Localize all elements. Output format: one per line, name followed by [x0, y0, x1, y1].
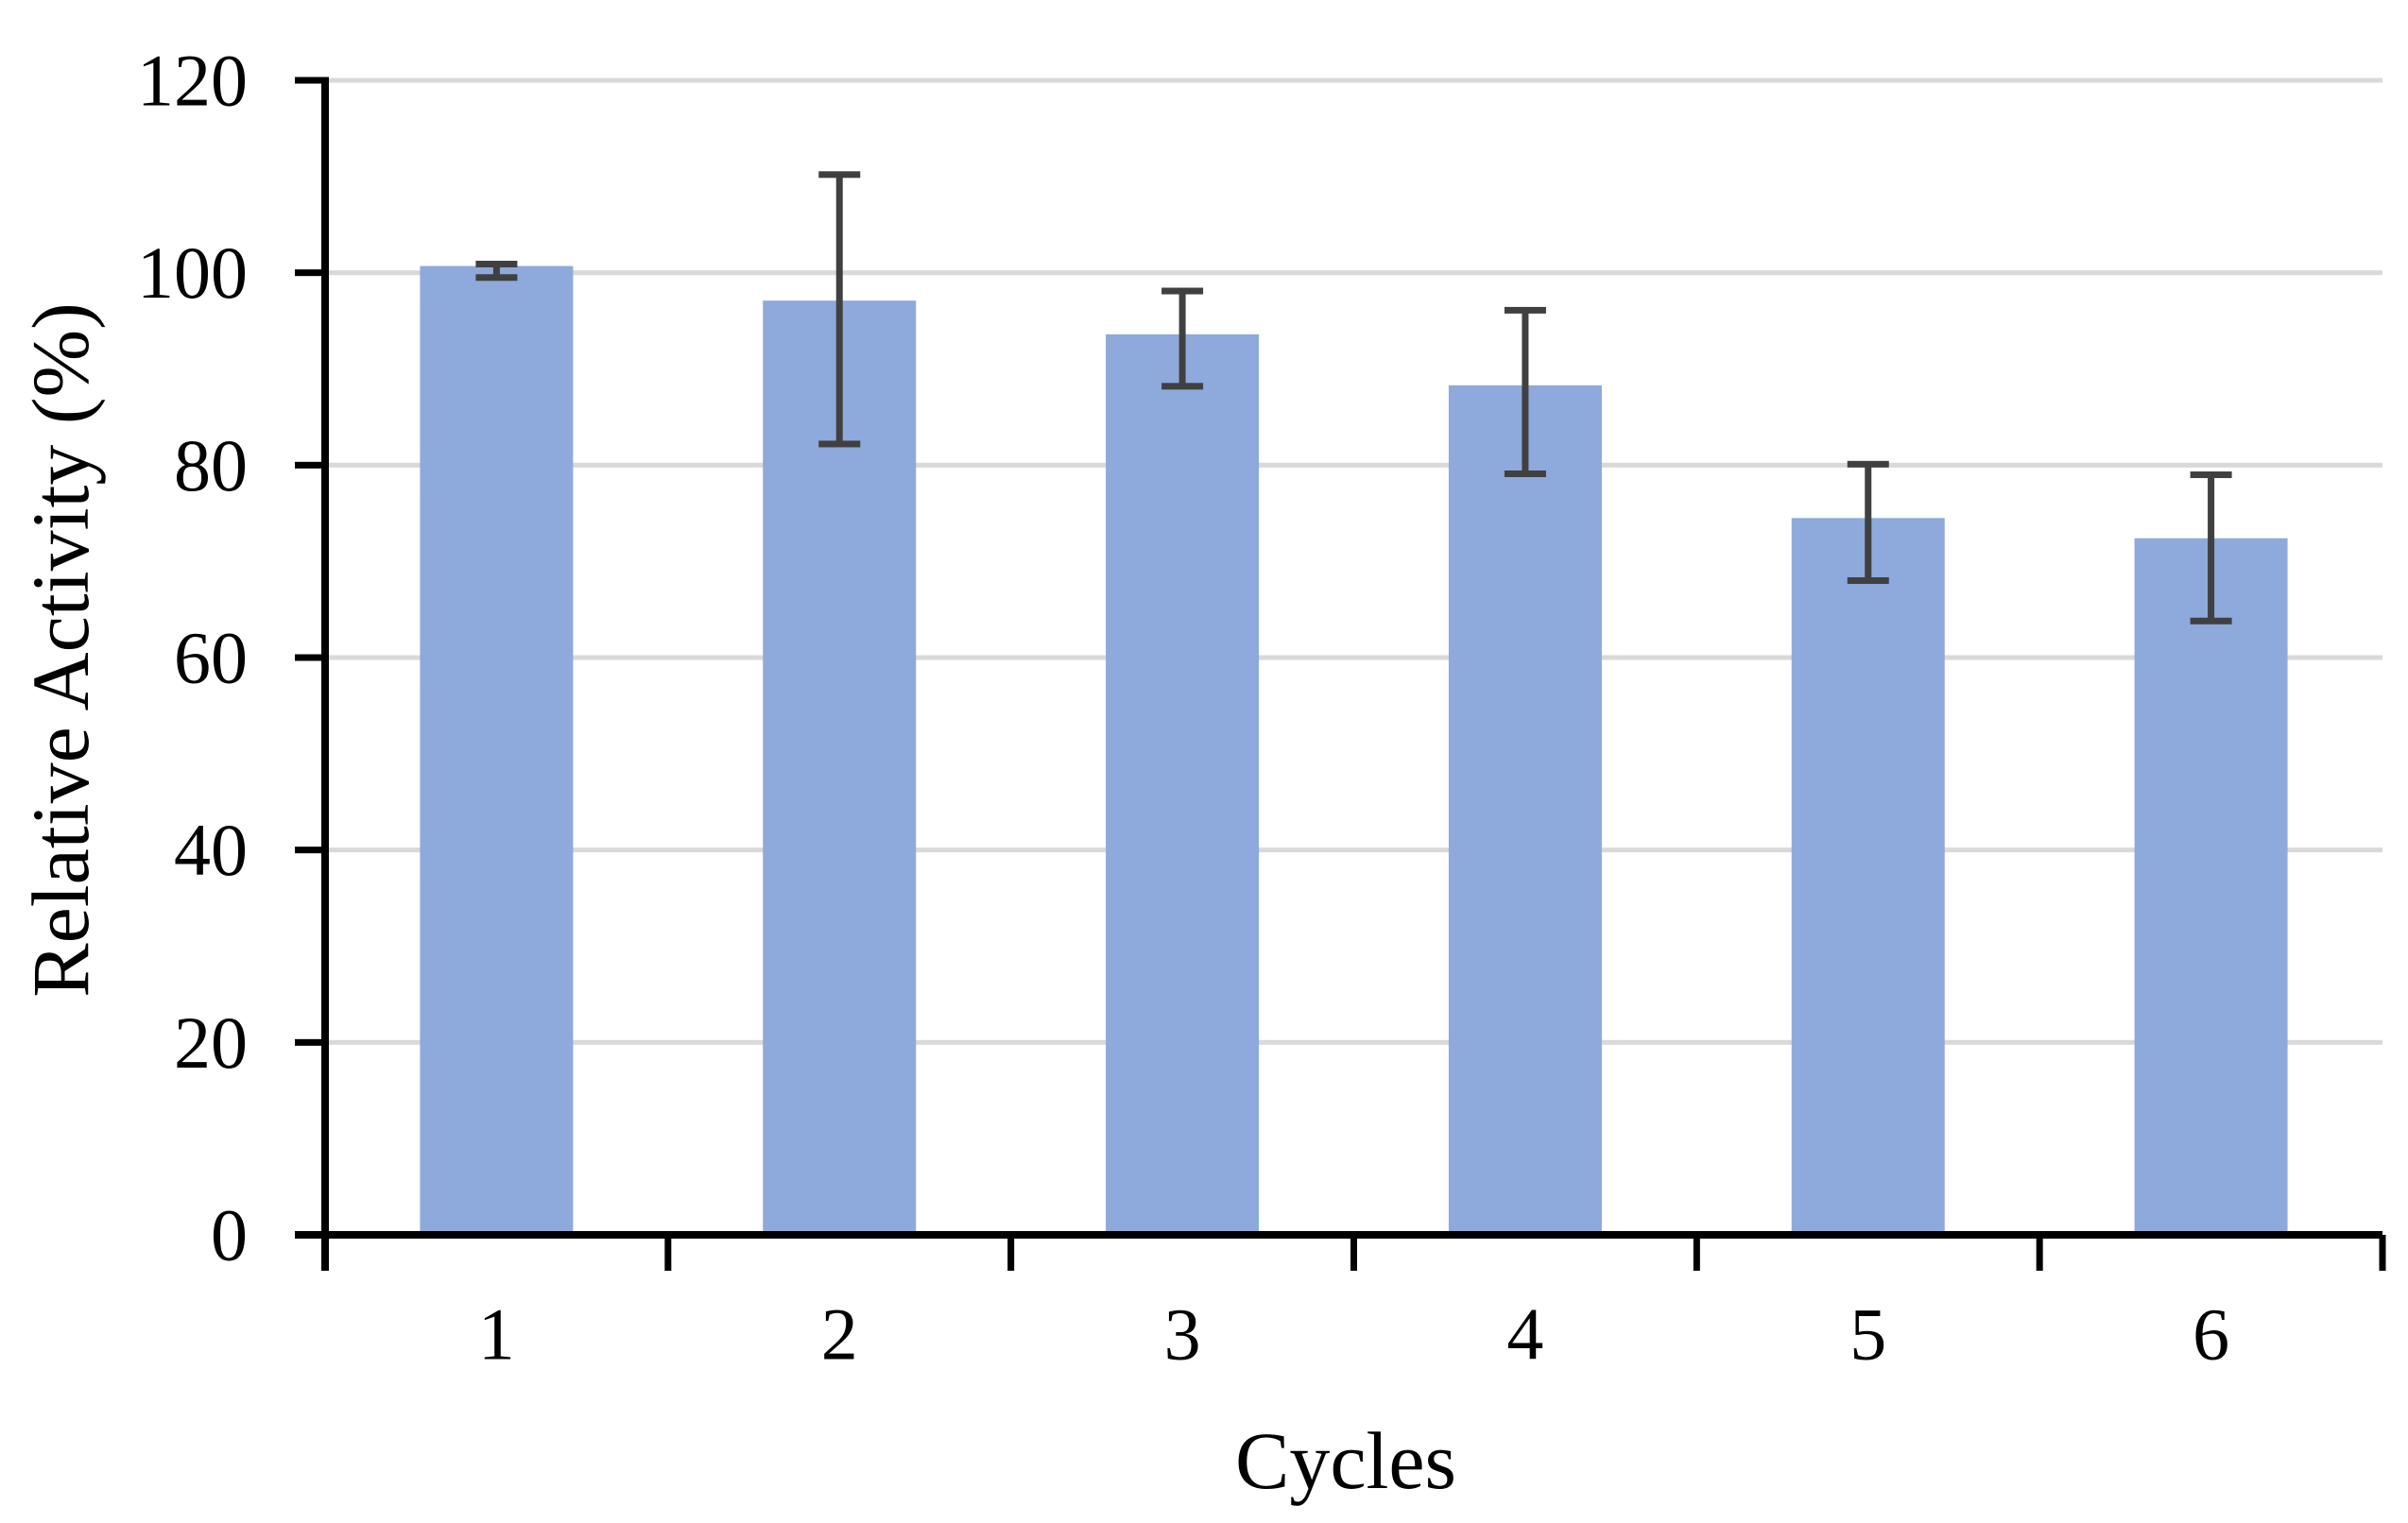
y-tick-40: [295, 847, 329, 854]
x-tick-5: [2036, 1235, 2043, 1271]
error-bar-cap-bottom-3: [1161, 383, 1204, 390]
x-tick-label-1: 1: [478, 1293, 515, 1376]
error-bar-cap-bottom-1: [475, 274, 518, 282]
error-bar-cap-bottom-6: [2190, 617, 2232, 625]
y-tick-label-0: 0: [211, 1194, 248, 1276]
x-tick-label-6: 6: [2193, 1293, 2229, 1376]
y-axis-title: Relative Activity (%): [15, 302, 106, 998]
y-tick-20: [295, 1038, 329, 1046]
error-bar-line-5: [1865, 464, 1872, 581]
y-tick-60: [295, 654, 329, 661]
error-bar-line-6: [2208, 474, 2215, 622]
error-bar-cap-top-1: [475, 261, 518, 268]
x-tick-label-5: 5: [1849, 1293, 1886, 1376]
y-tick-80: [295, 461, 329, 469]
y-tick-120: [295, 77, 329, 84]
error-bar-cap-top-4: [1504, 306, 1546, 314]
error-bar-cap-top-6: [2190, 471, 2232, 479]
y-tick-label-20: 20: [174, 1001, 248, 1084]
gridline-y-120: [325, 77, 2382, 83]
error-bar-cap-top-2: [818, 171, 861, 179]
error-bar-line-4: [1522, 310, 1529, 474]
x-tick-6: [2379, 1235, 2386, 1271]
y-tick-label-60: 60: [174, 617, 248, 699]
y-axis-line: [321, 80, 329, 1271]
x-tick-label-2: 2: [821, 1293, 858, 1376]
x-tick-label-4: 4: [1506, 1293, 1543, 1376]
gridline-y-20: [325, 1039, 2382, 1045]
bar-cycle-6: [2134, 538, 2288, 1235]
y-tick-label-120: 120: [137, 40, 248, 122]
error-bar-cap-bottom-5: [1847, 577, 1889, 585]
bar-cycle-1: [420, 265, 574, 1235]
error-bar-cap-top-3: [1161, 287, 1204, 295]
gridline-y-80: [325, 462, 2382, 468]
y-tick-100: [295, 269, 329, 277]
y-tick-label-80: 80: [174, 424, 248, 506]
error-bar-line-1: [492, 264, 500, 278]
gridline-y-100: [325, 270, 2382, 276]
bar-cycle-2: [763, 300, 917, 1235]
x-axis-line: [295, 1231, 2382, 1239]
gridline-y-40: [325, 847, 2382, 853]
error-bar-cap-bottom-4: [1504, 470, 1546, 477]
bar-cycle-4: [1448, 385, 1602, 1236]
bar-cycle-5: [1791, 518, 1945, 1235]
x-tick-2: [1007, 1235, 1015, 1271]
error-bar-cap-bottom-2: [818, 440, 861, 448]
y-tick-label-100: 100: [137, 231, 248, 314]
x-tick-3: [1350, 1235, 1357, 1271]
error-bar-line-2: [835, 174, 843, 444]
error-bar-cap-top-5: [1847, 460, 1889, 468]
x-tick-label-3: 3: [1164, 1293, 1201, 1376]
y-tick-label-40: 40: [174, 809, 248, 891]
error-bar-line-3: [1178, 291, 1186, 386]
x-tick-4: [1693, 1235, 1700, 1271]
gridline-y-60: [325, 655, 2382, 660]
bar-cycle-3: [1106, 334, 1260, 1236]
x-tick-1: [664, 1235, 672, 1271]
x-axis-title: Cycles: [1234, 1415, 1457, 1506]
